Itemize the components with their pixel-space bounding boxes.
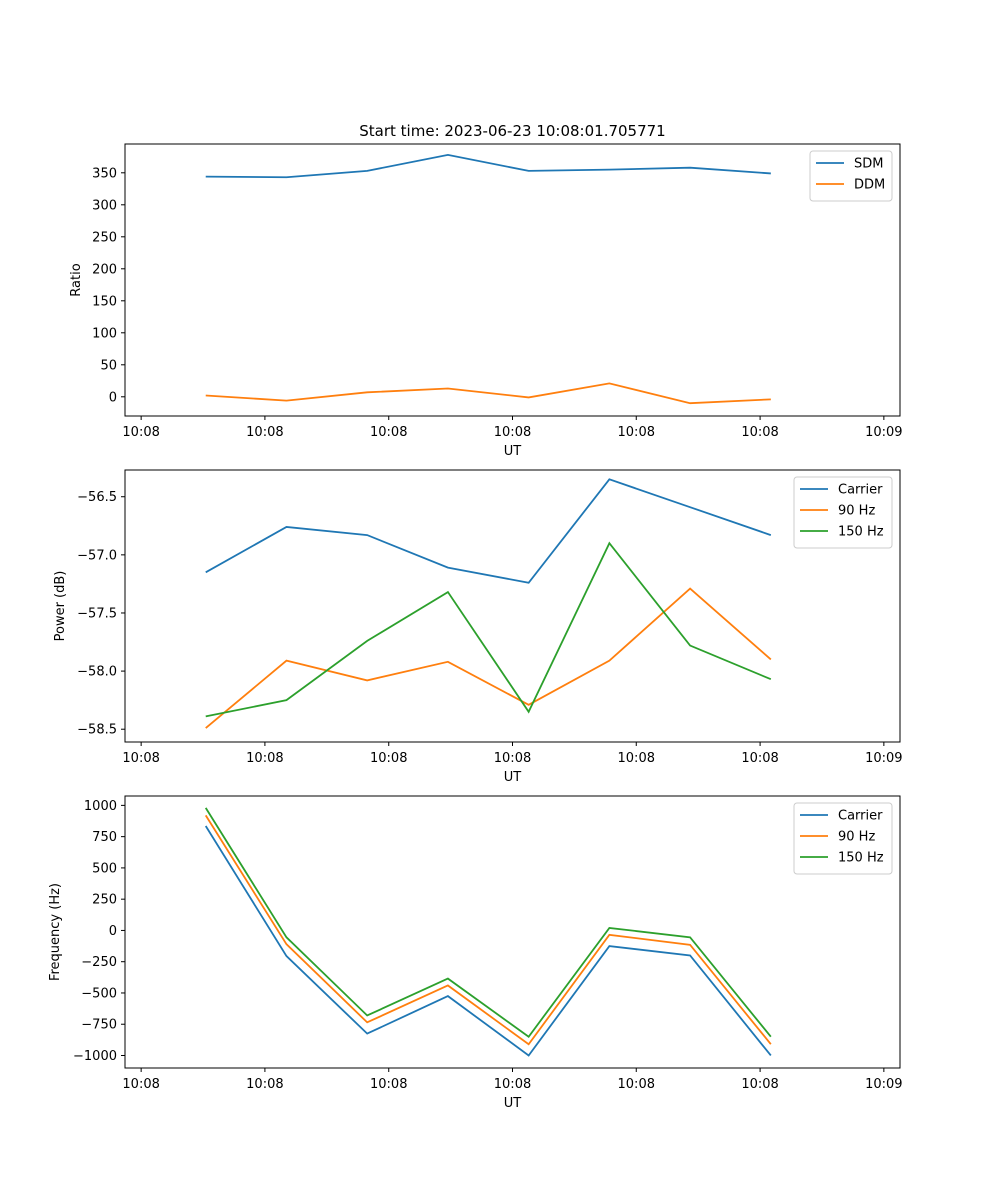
legend-label: 90 Hz	[838, 830, 875, 845]
x-tick-label: 10:09	[865, 751, 902, 766]
x-axis-label: UT	[504, 444, 522, 459]
x-tick-label: 10:08	[370, 751, 407, 766]
axes-frame	[124, 795, 901, 1069]
series-line-90-hz	[204, 814, 772, 1046]
y-tick-label: −58.0	[77, 665, 117, 680]
x-axis-label: UT	[504, 770, 522, 785]
y-tick-label: 200	[92, 262, 117, 277]
y-tick-label: −1000	[73, 1049, 117, 1064]
legend-label: DDM	[854, 178, 885, 193]
legend-label: 150 Hz	[838, 525, 884, 540]
series-line-90-hz	[205, 587, 772, 729]
panels-group: 10:08 10:08 10:08 10:08 10:08 10:08 10:09 0 50 10…	[48, 143, 903, 1111]
figure-title: Start time: 2023-06-23 10:08:01.705771	[359, 122, 665, 140]
y-axis-label: Ratio	[69, 263, 84, 296]
x-tick-label: 10:09	[865, 1077, 902, 1092]
x-tick-label: 10:08	[246, 1077, 283, 1092]
legend-label: SDM	[854, 157, 883, 172]
y-tick-label: 1000	[84, 799, 117, 814]
y-tick-label: −56.5	[77, 490, 117, 505]
y-tick-label: 250	[92, 230, 117, 245]
x-tick-label: 10:08	[741, 751, 778, 766]
panel-2: 10:08 10:08 10:08 10:08 10:08 10:08 10:09 −58.5…	[53, 469, 903, 785]
y-tick-label: 150	[92, 294, 117, 309]
legend-label: 90 Hz	[838, 504, 875, 519]
y-tick-label: 750	[92, 830, 117, 845]
legend: Carrier 90 Hz 150 Hz	[793, 802, 893, 875]
x-tick-label: 10:08	[122, 1077, 159, 1092]
x-axis-label: UT	[504, 1096, 522, 1111]
y-tick-label: −250	[81, 955, 117, 970]
y-tick-label: −57.5	[77, 606, 117, 621]
axes-frame	[124, 143, 901, 417]
legend: Carrier 90 Hz 150 Hz	[793, 476, 893, 549]
x-tick-label: 10:08	[494, 1077, 531, 1092]
x-tick-label: 10:08	[246, 751, 283, 766]
x-tick-label: 10:08	[741, 1077, 778, 1092]
x-tick-label: 10:08	[618, 425, 655, 440]
x-tick-label: 10:08	[370, 1077, 407, 1092]
x-tick-label: 10:08	[494, 425, 531, 440]
y-tick-label: −750	[81, 1018, 117, 1033]
legend-label: 150 Hz	[838, 851, 884, 866]
x-tick-label: 10:08	[370, 425, 407, 440]
x-tick-label: 10:08	[494, 751, 531, 766]
x-tick-label: 10:08	[618, 751, 655, 766]
x-tick-label: 10:08	[122, 751, 159, 766]
y-tick-label: 0	[109, 924, 117, 939]
y-tick-label: −58.5	[77, 723, 117, 738]
y-axis-label: Frequency (Hz)	[48, 883, 63, 981]
y-tick-label: −57.0	[77, 548, 117, 563]
x-tick-label: 10:09	[865, 425, 902, 440]
y-tick-label: 500	[92, 861, 117, 876]
legend: SDM DDM	[809, 150, 893, 202]
y-tick-label: 300	[92, 198, 117, 213]
legend-label: Carrier	[838, 809, 883, 824]
x-tick-label: 10:08	[122, 425, 159, 440]
panel-1: 10:08 10:08 10:08 10:08 10:08 10:08 10:09 0 50 10…	[69, 143, 903, 459]
x-tick-label: 10:08	[741, 425, 778, 440]
panel-3: 10:08 10:08 10:08 10:08 10:08 10:08 10:09 −1000…	[48, 795, 903, 1111]
y-tick-label: −500	[81, 986, 117, 1001]
y-tick-label: 250	[92, 893, 117, 908]
y-axis-label: Power (dB)	[53, 571, 68, 642]
axes-frame	[124, 469, 901, 743]
x-tick-label: 10:08	[246, 425, 283, 440]
series-line-sdm	[205, 153, 771, 179]
series-line-ddm	[205, 382, 771, 405]
series-line-carrier	[205, 478, 772, 584]
series-line-carrier	[204, 825, 772, 1057]
y-tick-label: 0	[109, 390, 117, 405]
series-line-150-hz	[205, 541, 772, 718]
y-tick-label: 50	[100, 358, 117, 373]
legend-label: Carrier	[838, 483, 883, 498]
y-tick-label: 350	[92, 166, 117, 181]
x-tick-label: 10:08	[618, 1077, 655, 1092]
series-line-150-hz	[204, 807, 772, 1038]
y-tick-label: 100	[92, 326, 117, 341]
